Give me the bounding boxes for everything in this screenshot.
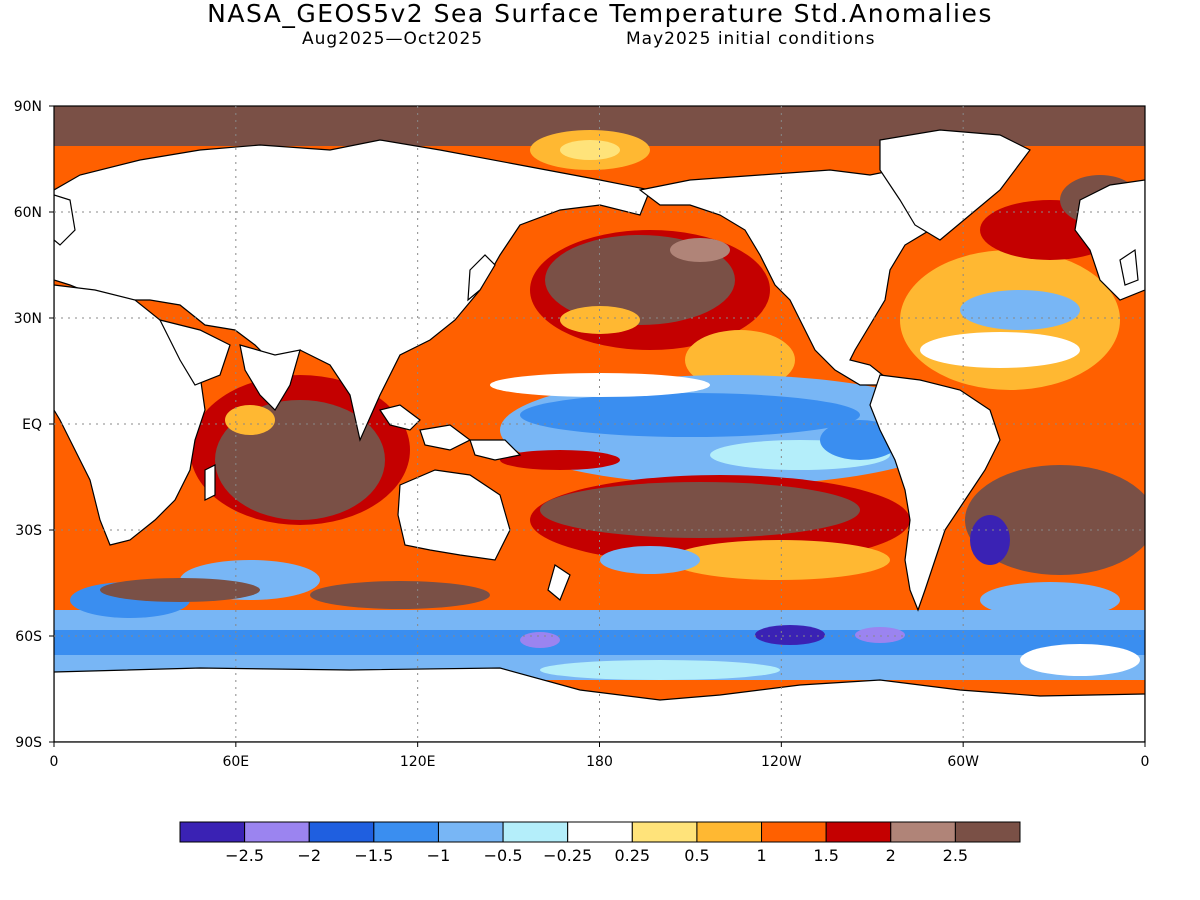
lat-tick-label: EQ (22, 417, 42, 433)
lat-tick-label: 90S (15, 735, 42, 751)
continents (54, 129, 1145, 742)
colorbar-swatch (567, 821, 633, 843)
axis-labels: 90N 60N 30N EQ 30S 60S 90S 0 60E 120E 180 120W 60W 0 (14, 99, 1150, 770)
lat-tick-label: 30N (14, 311, 42, 327)
lat-tick-label: 60N (14, 205, 42, 221)
colorbar-label: 0.5 (684, 846, 709, 865)
lon-tick-label: 0 (1141, 754, 1150, 770)
colorbar: −2.5 −2 −1.5 −1 −0.5 −0.25 0.25 0.5 1 1.5 2 2.5 (179, 821, 1021, 865)
colorbar-swatch (825, 821, 892, 843)
lat-tick-label: 90N (14, 99, 42, 115)
graticule (49, 105, 1146, 747)
colorbar-label: −1 (427, 846, 451, 865)
lon-tick-label: 120E (400, 754, 436, 770)
colorbar-label: 2 (886, 846, 896, 865)
lon-tick-label: 0 (50, 754, 59, 770)
colorbar-swatch (502, 821, 569, 843)
lon-tick-label: 120W (761, 754, 802, 770)
colorbar-label: −2 (297, 846, 321, 865)
colorbar-swatch (437, 821, 504, 843)
colorbar-label: 1 (756, 846, 766, 865)
sst-anomaly-field (54, 106, 1145, 742)
lon-tick-label: 60E (222, 754, 249, 770)
colorbar-label: 0.25 (614, 846, 650, 865)
colorbar-label: −0.5 (484, 846, 523, 865)
lat-tick-label: 60S (15, 629, 42, 645)
lon-tick-label: 180 (586, 754, 613, 770)
colorbar-swatch (761, 821, 827, 843)
chart-title: NASA_GEOS5v2 Sea Surface Temperature Std… (207, 0, 993, 28)
colorbar-label: −2.5 (225, 846, 264, 865)
colorbar-swatch (179, 821, 246, 843)
colorbar-swatch (373, 821, 439, 843)
colorbar-label: −0.25 (543, 846, 592, 865)
colorbar-swatch (954, 821, 1021, 843)
initial-conditions: May2025 initial conditions (626, 29, 876, 49)
colorbar-swatch (631, 821, 698, 843)
colorbar-swatch (696, 821, 763, 843)
lon-tick-label: 60W (947, 754, 979, 770)
colorbar-swatch (308, 821, 375, 843)
colorbar-label: −1.5 (354, 846, 393, 865)
lat-tick-label: 30S (15, 523, 42, 539)
forecast-period: Aug2025—Oct2025 (302, 29, 484, 49)
colorbar-label: 2.5 (943, 846, 968, 865)
colorbar-label: 1.5 (813, 846, 838, 865)
colorbar-swatch (244, 821, 310, 843)
colorbar-swatch (890, 821, 956, 843)
